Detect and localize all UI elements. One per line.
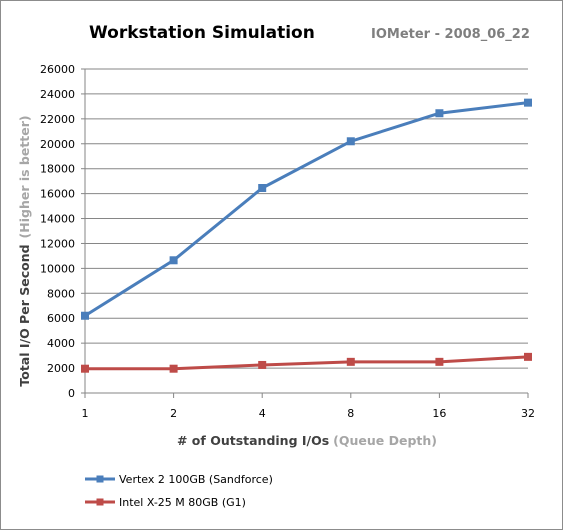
- y-tick-label: 8000: [47, 287, 75, 300]
- x-tick-label: 1: [82, 407, 89, 420]
- series-2: [81, 352, 532, 373]
- y-axis-label: Total I/O Per Second: [17, 244, 32, 386]
- y-tick-label: 10000: [40, 262, 75, 275]
- data-point: [169, 364, 178, 373]
- chart-title: Workstation Simulation: [89, 23, 315, 43]
- legend-label: Intel X-25 M 80GB (G1): [119, 496, 246, 509]
- y-tick-label: 2000: [47, 362, 75, 375]
- legend: Vertex 2 100GB (Sandforce) Intel X-25 M 8…: [85, 473, 273, 509]
- y-tick-label: 18000: [40, 163, 75, 176]
- series: [81, 98, 532, 373]
- data-point: [169, 256, 178, 265]
- x-tick-labels: 1 2 4 8 16 32: [82, 407, 536, 420]
- x-tick-label: 8: [347, 407, 354, 420]
- y-tick-label: 16000: [40, 188, 75, 201]
- x-axis-note: (Queue Depth): [333, 433, 437, 448]
- series-line: [83, 101, 530, 318]
- x-tick-label: 16: [432, 407, 446, 420]
- legend-item: Vertex 2 100GB (Sandforce): [85, 473, 273, 486]
- series-line: [83, 355, 530, 371]
- gridlines: [85, 68, 528, 369]
- data-point: [346, 357, 355, 366]
- y-tick-label: 6000: [47, 312, 75, 325]
- legend-marker: [96, 475, 104, 483]
- y-tick-label: 12000: [40, 237, 75, 250]
- x-tick-label: 32: [521, 407, 535, 420]
- data-point: [524, 98, 532, 107]
- y-tick-label: 20000: [40, 138, 75, 151]
- x-tick-label: 4: [259, 407, 266, 420]
- axes: [81, 68, 529, 398]
- y-tick-labels: 0 2000 4000 6000 8000 10000 12000 14000 16000 180…: [40, 63, 75, 400]
- data-point: [435, 357, 444, 366]
- x-axis-label: # of Outstanding I/Os: [177, 433, 329, 448]
- x-tick-label: 2: [170, 407, 177, 420]
- data-point: [346, 137, 355, 146]
- y-tick-label: 4000: [47, 337, 75, 350]
- y-tick-label: 24000: [40, 88, 75, 101]
- y-tick-label: 0: [68, 387, 75, 400]
- data-point: [258, 184, 267, 193]
- data-point: [524, 352, 532, 361]
- legend-marker: [96, 498, 104, 506]
- legend-label: Vertex 2 100GB (Sandforce): [119, 473, 273, 486]
- y-tick-label: 26000: [40, 63, 75, 76]
- data-point: [81, 311, 89, 320]
- data-point: [81, 364, 89, 373]
- series-1: [81, 98, 532, 320]
- data-point: [435, 109, 444, 118]
- y-tick-label: 14000: [40, 213, 75, 226]
- y-axis-title: Total I/O Per Second (Higher is better): [17, 115, 32, 386]
- chart-subtitle: IOMeter - 2008_06_22: [371, 27, 530, 42]
- y-tick-label: 22000: [40, 113, 75, 126]
- y-axis-note: (Higher is better): [17, 115, 32, 238]
- data-point: [258, 360, 267, 369]
- legend-item: Intel X-25 M 80GB (G1): [85, 496, 246, 509]
- x-axis-title: # of Outstanding I/Os (Queue Depth): [177, 433, 437, 448]
